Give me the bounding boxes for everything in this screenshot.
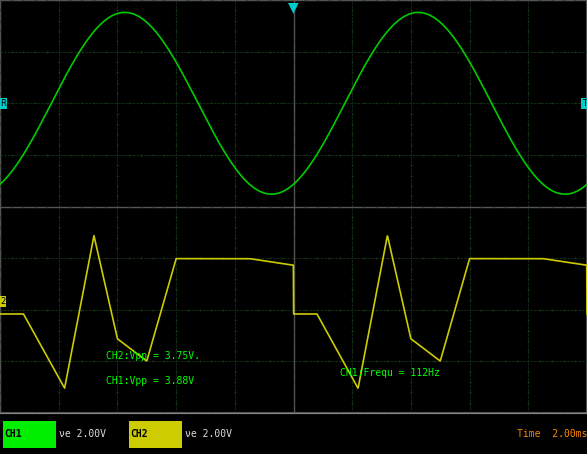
Text: 2: 2	[0, 297, 5, 306]
Text: CH2: CH2	[130, 429, 148, 439]
Text: ▼: ▼	[288, 0, 299, 14]
Text: R: R	[0, 99, 6, 108]
Text: CH1: CH1	[4, 429, 22, 439]
Text: CH2:Vpp = 3.75V.: CH2:Vpp = 3.75V.	[106, 351, 200, 361]
Text: CH1:Vpp = 3.88V: CH1:Vpp = 3.88V	[106, 376, 194, 386]
Text: νe 2.00V: νe 2.00V	[59, 429, 106, 439]
FancyBboxPatch shape	[129, 421, 182, 448]
Text: CH1:Frequ = 112Hz: CH1:Frequ = 112Hz	[340, 368, 440, 378]
Text: T: T	[582, 99, 587, 108]
Text: νe 2.00V: νe 2.00V	[185, 429, 232, 439]
FancyBboxPatch shape	[3, 421, 56, 448]
Text: Time  2.00ms: Time 2.00ms	[517, 429, 587, 439]
